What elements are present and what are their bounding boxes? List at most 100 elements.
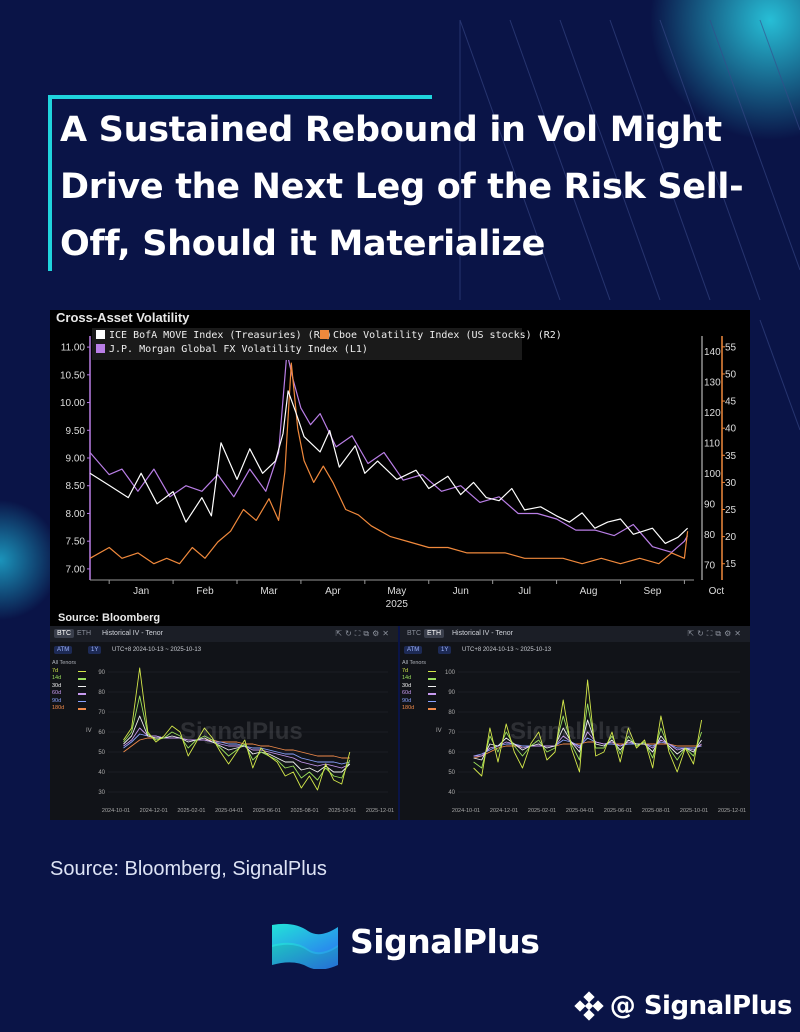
legend-item-14d[interactable]: 14d — [52, 675, 86, 683]
y-tick-label-r1: 70 — [704, 560, 716, 571]
iv-x-tick-label: 2024-10-01 — [452, 808, 480, 814]
legend-swatch — [428, 700, 436, 702]
legend-header: All Tenors — [52, 660, 77, 666]
chart-source: Source: Bloomberg — [58, 612, 161, 624]
x-axis-label: 2025 — [386, 599, 409, 610]
settings-icon[interactable]: ⚙ — [724, 629, 735, 638]
y-tick-label-r1: 120 — [704, 408, 721, 419]
legend-item-180d[interactable]: 180d — [402, 705, 436, 713]
y-tick-label-r1: 110 — [704, 438, 720, 449]
iv-series-line-7d — [473, 679, 703, 777]
y-tick-label-left: 8.00 — [66, 509, 86, 520]
period-dropdown[interactable]: 1Y — [88, 646, 102, 654]
y-tick-label-r2: 35 — [725, 451, 737, 462]
tab-eth[interactable]: ETH — [77, 630, 91, 637]
fullscreen-icon[interactable]: ⛶ — [706, 629, 716, 638]
series-line-r2 — [89, 362, 689, 565]
signalplus-logo: SignalPlus — [268, 917, 558, 971]
copy-icon[interactable]: ⧉ — [363, 629, 373, 638]
atm-dropdown[interactable]: ATM — [404, 646, 423, 654]
iv-y-tick-label: 90 — [98, 670, 105, 676]
iv-y-tick-label: 90 — [448, 690, 455, 696]
social-handle: @ SignalPlus — [574, 990, 793, 1022]
series-line-r1 — [89, 390, 689, 544]
y-tick-label-r2: 20 — [725, 532, 737, 543]
iv-x-tick-label: 2025-12-01 — [366, 808, 394, 814]
signalplus-logo-mark — [272, 923, 338, 969]
eth-iv-panel: 100 90 80 70 60 50 40 IV 2024-10-01 2024-12-01 202… — [400, 626, 750, 820]
close-icon[interactable]: ✕ — [382, 629, 392, 638]
y-tick-label-r2: 55 — [725, 342, 737, 353]
legend-item-90d[interactable]: 90d — [402, 698, 436, 706]
atm-dropdown[interactable]: ATM — [54, 646, 73, 654]
y-tick-label-left: 9.00 — [66, 454, 86, 465]
refresh-icon[interactable]: ↻ — [345, 629, 355, 638]
iv-x-tick-label: 2024-12-01 — [140, 808, 168, 814]
iv-x-tick-label: 2025-08-01 — [642, 808, 670, 814]
x-tick-label: Aug — [580, 586, 598, 597]
tab-btc[interactable]: BTC — [54, 629, 74, 638]
iv-y-tick-label: 30 — [98, 790, 105, 796]
source-line: Source: Bloomberg, SignalPlus — [50, 858, 327, 880]
legend-item-30d[interactable]: 30d — [402, 683, 436, 691]
watermark: SignalPlus — [180, 718, 303, 745]
export-icon[interactable]: ⇱ — [687, 629, 698, 638]
y-tick-label-left: 10.50 — [60, 370, 85, 381]
legend-item-90d[interactable]: 90d — [52, 698, 86, 706]
page-title: A Sustained Rebound in Vol Might Drive t… — [60, 110, 744, 264]
y-tick-label-left: 8.50 — [66, 481, 86, 492]
y-tick-label-r2: 40 — [725, 424, 737, 435]
title-accent-bar — [48, 95, 52, 271]
y-tick-label-r2: 15 — [725, 559, 737, 570]
iv-y-axis-label: IV — [436, 728, 442, 734]
iv-y-tick-label: 50 — [448, 770, 455, 776]
tab-btc[interactable]: BTC — [407, 630, 421, 637]
close-icon[interactable]: ✕ — [734, 629, 744, 638]
iv-y-tick-label: 70 — [98, 710, 105, 716]
panel-toolbar[interactable]: ⇱↻⛶⧉⚙✕ — [335, 629, 392, 639]
legend-item-180d[interactable]: 180d — [52, 705, 86, 713]
legend-swatch — [428, 693, 436, 695]
iv-x-tick-label: 2024-12-01 — [490, 808, 518, 814]
tenor-legend: All Tenors 7d 14d 30d 60d 90d 180d — [52, 660, 86, 713]
x-tick-label: Feb — [196, 586, 214, 597]
y-tick-label-left: 11.00 — [61, 343, 86, 354]
y-tick-label-left: 9.50 — [66, 426, 86, 437]
legend-swatch — [96, 344, 105, 353]
iv-series-line-60d — [123, 727, 350, 769]
legend-item-14d[interactable]: 14d — [402, 675, 436, 683]
legend-swatch — [96, 330, 105, 339]
panel-toolbar[interactable]: ⇱↻⛶⧉⚙✕ — [687, 629, 744, 639]
legend-item-60d[interactable]: 60d — [402, 690, 436, 698]
y-tick-label-r1: 80 — [704, 530, 716, 541]
settings-icon[interactable]: ⚙ — [372, 629, 383, 638]
eth-iv-chart: 100 90 80 70 60 50 40 IV 2024-10-01 2024-12-01 202… — [436, 670, 746, 814]
iv-series-line-14d — [123, 695, 351, 781]
legend-item-7d[interactable]: 7d — [52, 668, 86, 676]
iv-x-tick-label: 2025-10-01 — [328, 808, 356, 814]
period-dropdown[interactable]: 1Y — [438, 646, 452, 654]
brand-name: SignalPlus — [350, 922, 540, 961]
cross-asset-volatility-chart: 11.00 10.50 10.00 9.50 9.00 8.50 8.00 7.50 7.00 1… — [50, 310, 750, 626]
x-tick-label: Apr — [325, 586, 341, 597]
legend-label: ICE BofA MOVE Index (Treasuries) (R1) — [109, 330, 332, 341]
iv-y-axis-label: IV — [86, 728, 92, 734]
series-line-l1 — [89, 351, 689, 553]
iv-x-tick-label: 2025-02-01 — [177, 808, 205, 814]
fullscreen-icon[interactable]: ⛶ — [354, 629, 364, 638]
iv-x-tick-label: 2025-02-01 — [528, 808, 556, 814]
date-range: UTC+8 2024-10-13 ~ 2025-10-13 — [112, 647, 202, 653]
legend-item-30d[interactable]: 30d — [52, 683, 86, 691]
legend-swatch — [428, 678, 436, 680]
export-icon[interactable]: ⇱ — [335, 629, 346, 638]
iv-y-tick-label: 80 — [448, 710, 455, 716]
copy-icon[interactable]: ⧉ — [715, 629, 725, 638]
refresh-icon[interactable]: ↻ — [697, 629, 707, 638]
tab-eth[interactable]: ETH — [424, 629, 444, 638]
y-tick-label-r2: 30 — [725, 478, 737, 489]
y-tick-label-left: 10.00 — [60, 398, 85, 409]
legend-item-60d[interactable]: 60d — [52, 690, 86, 698]
legend-item-7d[interactable]: 7d — [402, 668, 436, 676]
x-tick-label: Sep — [644, 586, 662, 597]
y-tick-label-r2: 45 — [725, 397, 737, 408]
